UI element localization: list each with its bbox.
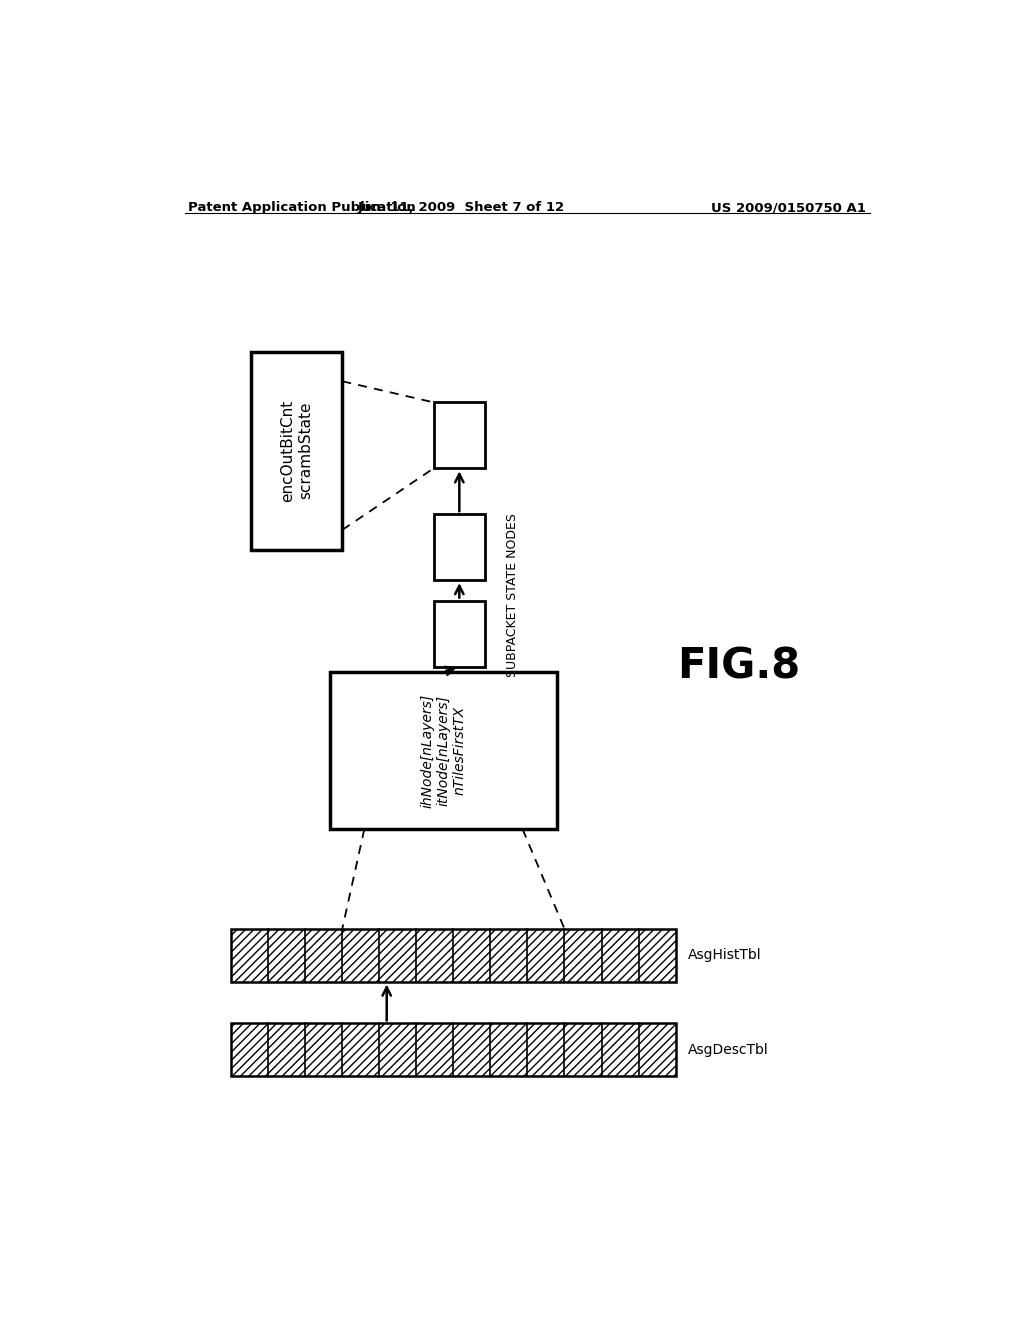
Bar — [433, 515, 485, 581]
Text: Jun. 11, 2009  Sheet 7 of 12: Jun. 11, 2009 Sheet 7 of 12 — [357, 201, 565, 214]
Bar — [231, 929, 676, 982]
Text: FIG.8: FIG.8 — [678, 645, 801, 688]
Bar — [251, 351, 342, 549]
Bar — [231, 1023, 676, 1076]
Text: AsgDescTbl: AsgDescTbl — [687, 1043, 768, 1057]
Text: Patent Application Publication: Patent Application Publication — [187, 201, 416, 214]
Text: AsgHistTbl: AsgHistTbl — [687, 948, 761, 962]
Text: ihNode[nLayers]
itNode[nLayers]
nTilesFirstTX: ihNode[nLayers] itNode[nLayers] nTilesFi… — [420, 693, 467, 808]
Bar — [231, 929, 676, 982]
Bar — [231, 1023, 676, 1076]
Text: SUBPACKET STATE NODES: SUBPACKET STATE NODES — [507, 513, 519, 677]
Bar — [331, 672, 557, 829]
Text: US 2009/0150750 A1: US 2009/0150750 A1 — [712, 201, 866, 214]
Text: encOutBitCnt
scrambState: encOutBitCnt scrambState — [281, 400, 313, 502]
Bar — [433, 403, 485, 469]
Bar — [433, 601, 485, 667]
